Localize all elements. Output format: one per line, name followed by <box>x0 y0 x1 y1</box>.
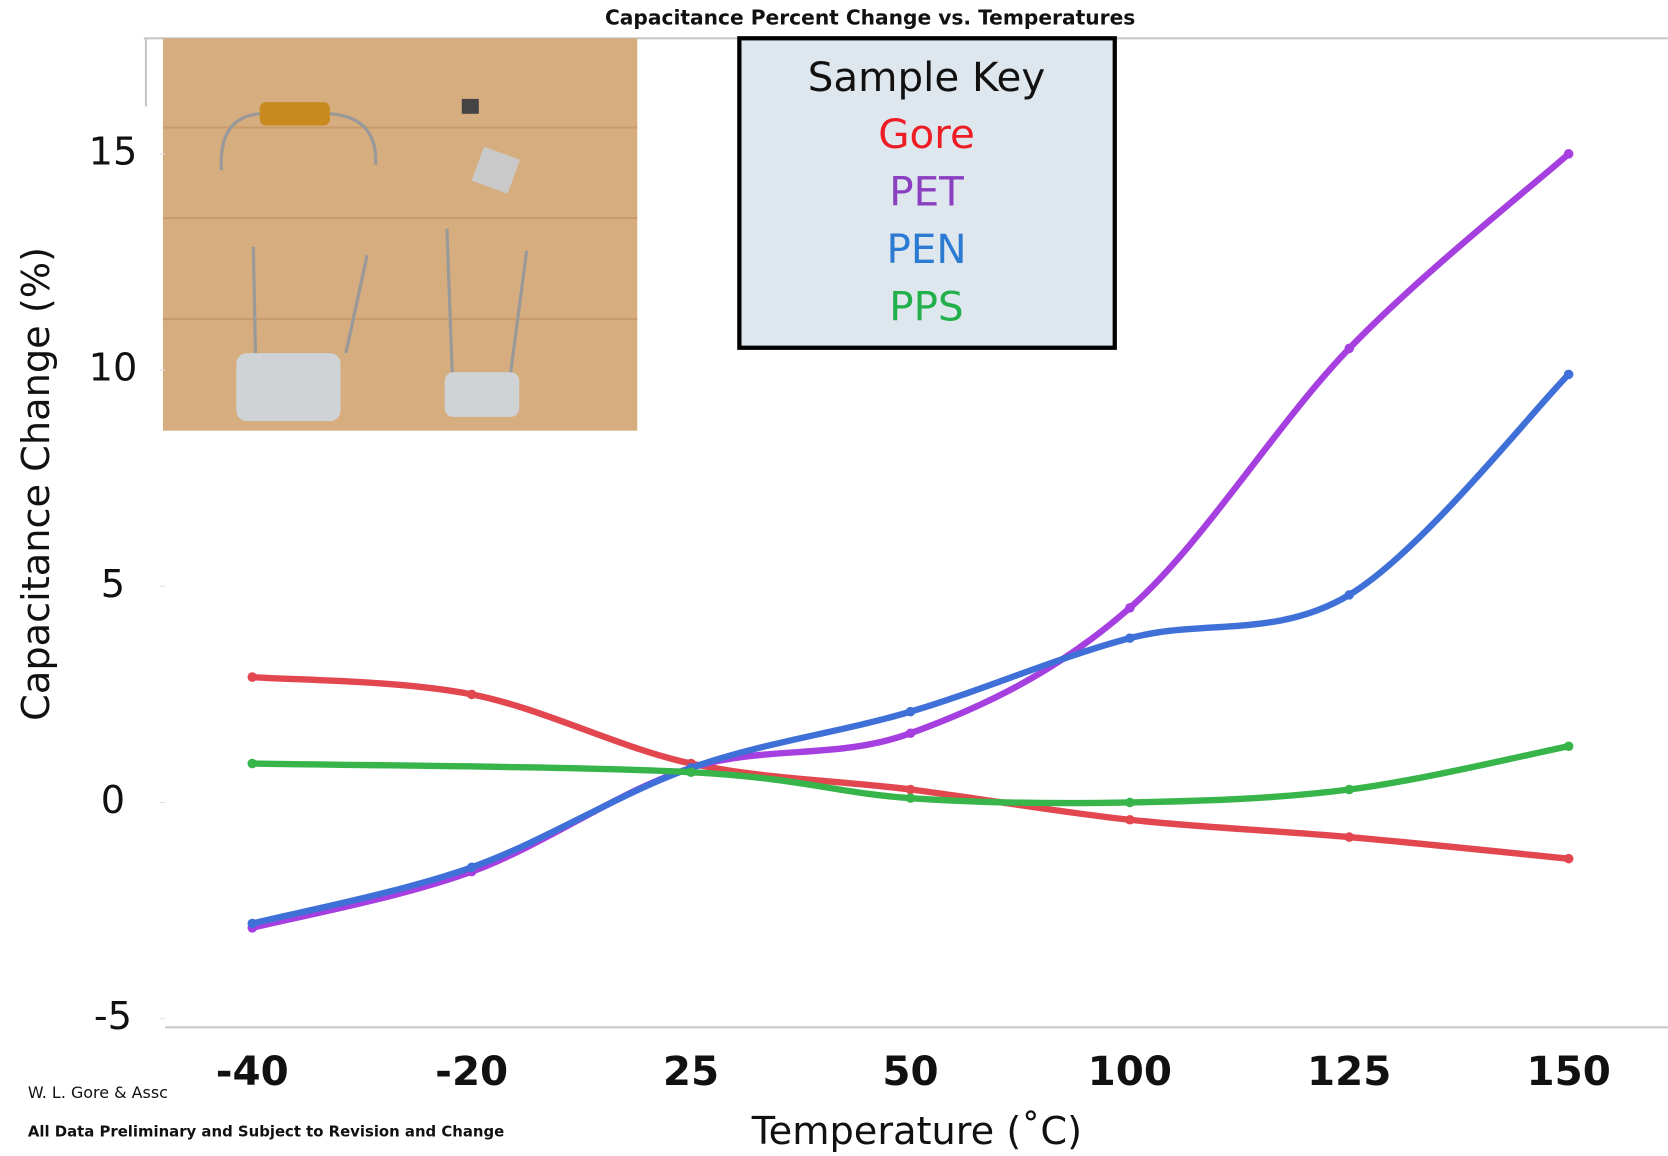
x-tick-label: -20 <box>435 1047 508 1095</box>
legend-entry: PPS <box>889 282 963 330</box>
data-point <box>1344 832 1355 842</box>
data-point <box>1344 343 1355 354</box>
legend-title: Sample Key <box>808 53 1046 101</box>
data-point <box>905 784 916 795</box>
y-tick-label: 5 <box>101 562 125 607</box>
trend-line <box>249 743 1572 807</box>
data-point <box>905 793 916 803</box>
x-axis-label: Temperature (˚C) <box>751 1109 1082 1154</box>
x-tick-label: 125 <box>1307 1047 1391 1095</box>
x-tick-label: 25 <box>663 1047 719 1095</box>
data-point <box>1125 814 1135 825</box>
data-point <box>1563 369 1574 380</box>
footer-text: W. L. Gore & Assc <box>28 1083 168 1102</box>
data-point <box>1125 603 1135 613</box>
data-point <box>1563 853 1574 864</box>
x-tick-label: -40 <box>216 1047 289 1095</box>
y-tick-label: 0 <box>101 778 125 823</box>
legend-entry: Gore <box>878 110 975 158</box>
data-point <box>905 706 916 717</box>
data-point <box>247 758 258 769</box>
photo <box>162 38 638 431</box>
footer-text: All Data Preliminary and Subject to Revi… <box>28 1123 504 1141</box>
data-point <box>905 728 916 739</box>
data-point <box>1344 590 1355 600</box>
data-point <box>686 767 696 777</box>
chart-title: Capacitance Percent Change vs. Temperatu… <box>605 6 1135 30</box>
data-point <box>466 689 477 700</box>
legend-box <box>737 36 1117 350</box>
legend-entry: PET <box>889 168 964 216</box>
data-point <box>1563 149 1574 159</box>
y-tick-label: 10 <box>89 346 138 391</box>
x-tick-label: 50 <box>882 1047 938 1095</box>
x-tick-label: 100 <box>1088 1047 1172 1095</box>
data-point <box>1563 741 1574 752</box>
data-point <box>466 862 477 873</box>
plot-area: -5 0 5 10 15 -40 -20 25 50 100 125 150 <box>89 129 1611 1095</box>
x-tick-label: 150 <box>1526 1047 1610 1095</box>
data-point <box>1125 633 1135 643</box>
y-tick-label: -5 <box>94 994 132 1039</box>
legend-entry: PEN <box>886 225 966 273</box>
data-point <box>1344 784 1355 795</box>
y-tick-label: 15 <box>89 129 138 174</box>
data-point <box>247 918 258 929</box>
y-axis-label: Capacitance Change (%) <box>14 247 59 721</box>
data-point <box>1125 797 1135 808</box>
data-point <box>247 672 258 682</box>
